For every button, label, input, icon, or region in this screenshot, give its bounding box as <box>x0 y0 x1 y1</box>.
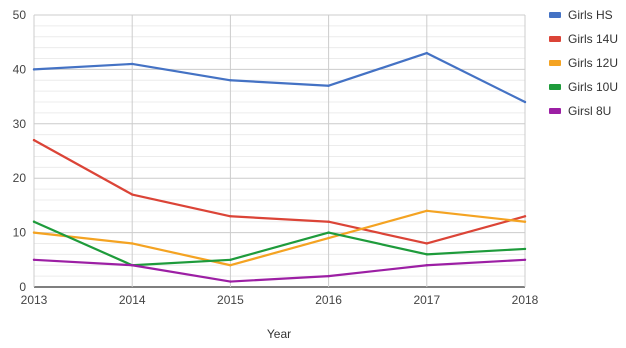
x-tick-label: 2014 <box>119 293 146 307</box>
data-point <box>32 138 36 142</box>
data-point <box>229 79 232 82</box>
data-point <box>327 84 330 87</box>
series-line <box>32 139 527 245</box>
data-point <box>131 264 134 267</box>
data-point <box>523 100 527 104</box>
data-point <box>425 253 428 256</box>
legend-label: Girls 12U <box>568 56 618 70</box>
y-axis-ticks: 0 10 20 30 40 50 <box>13 8 27 294</box>
x-tick-label: 2018 <box>512 293 539 307</box>
data-point <box>229 280 232 283</box>
legend: Girls HS Girls 14U Girls 12U Girls 10U Girsl… <box>549 8 618 118</box>
data-point <box>32 68 36 71</box>
data-point <box>327 274 330 278</box>
data-point <box>425 209 428 213</box>
series-line <box>32 220 527 267</box>
data-point <box>523 247 527 251</box>
legend-swatch <box>549 36 561 42</box>
x-tick-label: 2015 <box>217 293 244 307</box>
data-point <box>229 215 232 218</box>
series-line <box>32 209 527 267</box>
data-point <box>32 231 36 234</box>
data-point <box>131 242 134 245</box>
legend-label: Girls 10U <box>568 80 618 94</box>
data-point <box>425 264 428 267</box>
x-axis-ticks: 2013 2014 2015 2016 2017 2018 <box>21 293 539 307</box>
legend-swatch <box>549 60 561 66</box>
x-axis-title: Year <box>267 327 291 341</box>
legend-label: Girsl 8U <box>568 104 611 118</box>
data-point <box>229 264 232 267</box>
grid-lines <box>33 14 526 288</box>
data-point <box>425 51 428 55</box>
series-line <box>32 258 527 283</box>
x-tick-label: 2016 <box>315 293 342 307</box>
legend-swatch <box>549 12 561 18</box>
data-point <box>523 258 527 261</box>
y-tick-label: 30 <box>13 117 27 131</box>
legend-swatch <box>549 108 561 114</box>
data-point <box>131 62 134 66</box>
y-tick-label: 10 <box>13 226 27 240</box>
legend-label: Girls HS <box>568 8 613 22</box>
data-point <box>229 258 232 261</box>
data-point <box>131 193 134 196</box>
data-point <box>523 220 527 223</box>
data-point <box>32 258 36 261</box>
data-point <box>425 242 428 245</box>
legend-label: Girls 14U <box>568 32 618 46</box>
data-point <box>327 236 330 240</box>
x-tick-label: 2017 <box>413 293 440 307</box>
series-line <box>32 51 527 104</box>
data-point <box>523 215 527 218</box>
data-point <box>32 220 36 223</box>
y-tick-label: 40 <box>13 62 27 76</box>
data-point <box>327 231 330 234</box>
x-tick-label: 2013 <box>21 293 48 307</box>
legend-swatch <box>549 84 561 90</box>
y-tick-label: 50 <box>13 8 27 22</box>
data-point <box>327 220 330 223</box>
y-tick-label: 20 <box>13 171 27 185</box>
series-lines <box>32 51 527 283</box>
y-tick-label: 0 <box>19 280 26 294</box>
